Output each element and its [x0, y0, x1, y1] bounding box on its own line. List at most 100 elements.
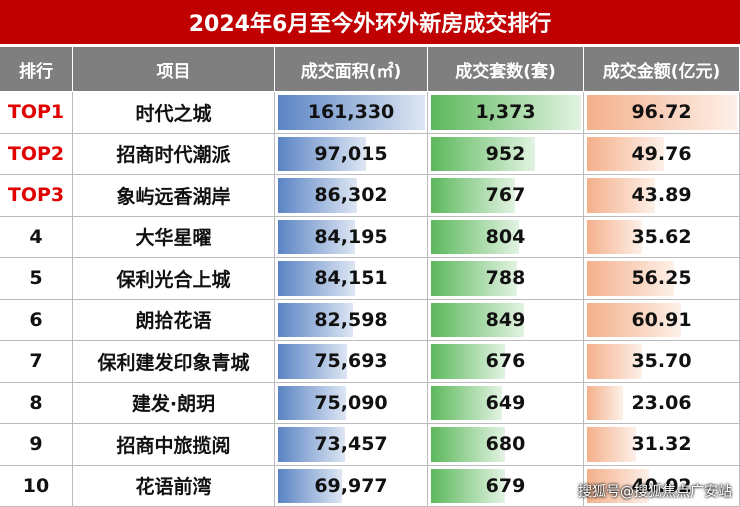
table-cell: TOP1	[0, 92, 73, 134]
table-cell: 31.32	[584, 424, 740, 466]
table-cell: 952	[428, 133, 584, 175]
cell-text: 7	[29, 350, 43, 373]
data-bar	[278, 302, 354, 337]
data-bar	[278, 468, 342, 503]
cell-text: 49.76	[631, 142, 692, 165]
cell-text: 680	[485, 433, 526, 456]
cell-text: TOP2	[7, 142, 65, 165]
data-bar	[278, 385, 347, 420]
cell-text: 10	[22, 474, 50, 497]
cell-text: 676	[485, 350, 526, 373]
table-cell: 大华星曜	[73, 216, 275, 258]
cell-text: 4	[29, 225, 43, 248]
data-bar	[587, 302, 682, 337]
cell-text: 849	[485, 308, 526, 331]
table-cell: 60.91	[584, 299, 740, 341]
table-cell: 96.72	[584, 92, 740, 134]
data-bar	[431, 261, 518, 296]
cell-text: 804	[485, 225, 526, 248]
cell-text: 35.62	[631, 225, 692, 248]
cell-text: 建发·朗玥	[131, 393, 216, 416]
data-bar	[587, 136, 665, 171]
table-cell: TOP2	[0, 133, 73, 175]
table-cell: 建发·朗玥	[73, 382, 275, 424]
data-bar	[431, 219, 519, 254]
cell-text: 75,090	[314, 391, 388, 414]
watermark: 搜狐号@搜狐焦点广安站	[578, 484, 732, 500]
cell-text: 75,693	[314, 350, 388, 373]
cell-text: 767	[485, 184, 526, 207]
data-bar	[431, 468, 506, 503]
table-cell: 788	[428, 258, 584, 300]
data-bar	[587, 178, 656, 213]
table-cell: 9	[0, 424, 73, 466]
table-cell: 23.06	[584, 382, 740, 424]
table-cell: 849	[428, 299, 584, 341]
table-cell: 35.70	[584, 341, 740, 383]
header-cell: 成交金额(亿元)	[584, 47, 740, 92]
cell-text: TOP3	[7, 184, 65, 207]
cell-text: 9	[29, 433, 43, 456]
table-cell: 86,302	[275, 175, 428, 217]
data-bar	[278, 261, 355, 296]
table-cell: 6	[0, 299, 73, 341]
cell-text: 朗拾花语	[135, 310, 212, 333]
cell-text: 86,302	[314, 184, 388, 207]
cell-text: 35.70	[631, 350, 692, 373]
table-cell: 679	[428, 465, 584, 507]
cell-text: 82,598	[314, 308, 388, 331]
table-cell: 时代之城	[73, 92, 275, 134]
cell-text: 161,330	[307, 101, 395, 124]
table-cell: 49.76	[584, 133, 740, 175]
table-cell: 10	[0, 465, 73, 507]
cell-text: 43.89	[631, 184, 692, 207]
table-cell: 招商时代潮派	[73, 133, 275, 175]
cell-text: 1,373	[475, 101, 536, 124]
table-cell: 1,373	[428, 92, 584, 134]
table-cell: 35.62	[584, 216, 740, 258]
cell-text: 679	[485, 474, 526, 497]
data-bar	[278, 219, 355, 254]
cell-text: 84,195	[314, 225, 388, 248]
table-title: 2024年6月至今外环外新房成交排行	[0, 0, 740, 44]
header-cell: 成交套数(套)	[428, 47, 584, 92]
cell-text: 40.02	[631, 474, 692, 497]
data-bar	[587, 261, 675, 296]
table-cell: 161,330	[275, 92, 428, 134]
data-bar	[278, 427, 345, 462]
cell-text: 952	[485, 142, 526, 165]
cell-text: 31.32	[631, 433, 692, 456]
table-cell: 43.89	[584, 175, 740, 217]
data-bar	[278, 136, 367, 171]
cell-text: 花语前湾	[135, 476, 212, 499]
cell-text: 招商中旅揽阅	[116, 434, 231, 457]
cell-text: 招商时代潮派	[116, 144, 231, 167]
data-bar	[431, 344, 505, 379]
table-cell: 680	[428, 424, 584, 466]
cell-text: 69,977	[314, 474, 388, 497]
table-cell: 8	[0, 382, 73, 424]
table-cell: 84,195	[275, 216, 428, 258]
cell-text: 788	[485, 267, 526, 290]
data-bar	[431, 302, 524, 337]
table-cell: 花语前湾	[73, 465, 275, 507]
cell-text: 保利光合上城	[116, 268, 231, 291]
data-bar	[431, 427, 506, 462]
cell-text: 60.91	[631, 308, 692, 331]
table-cell: 75,693	[275, 341, 428, 383]
data-bar	[587, 344, 643, 379]
cell-text: 73,457	[314, 433, 388, 456]
cell-text: 大华星曜	[135, 227, 212, 250]
cell-text: TOP1	[7, 101, 65, 124]
data-bar	[587, 427, 636, 462]
table-cell: 676	[428, 341, 584, 383]
cell-text: 84,151	[314, 267, 388, 290]
table-cell: 象屿远香湖岸	[73, 175, 275, 217]
data-bar	[587, 219, 643, 254]
data-bar	[587, 95, 737, 130]
cell-text: 97,015	[314, 142, 388, 165]
table-cell: 649	[428, 382, 584, 424]
data-bar	[431, 385, 502, 420]
table-cell: 82,598	[275, 299, 428, 341]
